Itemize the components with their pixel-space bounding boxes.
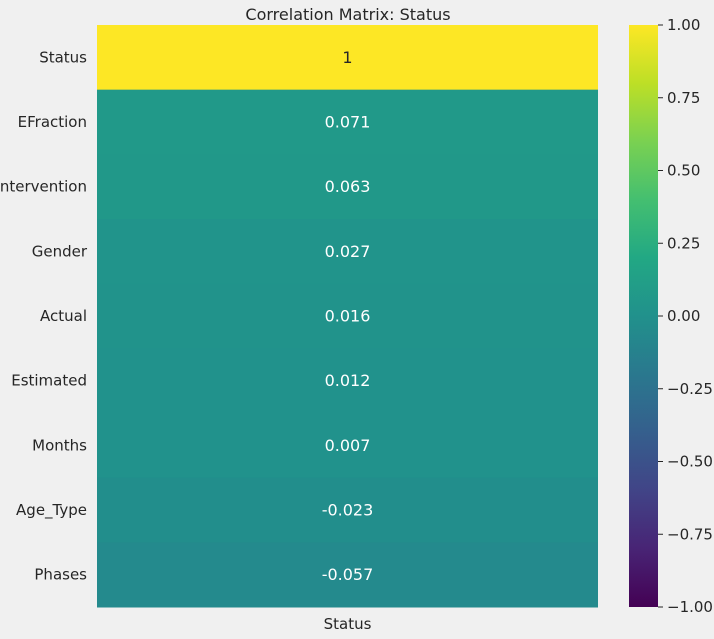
colorbar-tick-label: 0.25 bbox=[667, 234, 700, 252]
cell-value-label: 0.027 bbox=[325, 242, 371, 261]
heatmap-cell-estimated bbox=[97, 348, 598, 414]
cell-value-label: 0.071 bbox=[325, 113, 371, 132]
colorbar-ticks: 1.00 0.75 0.50 0.25 0.00 −0.25 −0.50 −0.75 −1.00 bbox=[658, 16, 713, 616]
cell-value-label: 0.012 bbox=[325, 371, 371, 390]
chart-title: Correlation Matrix: Status bbox=[245, 5, 450, 24]
heatmap-cell-actual bbox=[97, 283, 598, 349]
row-label: Intervention bbox=[0, 178, 87, 196]
cell-value-label: 0.007 bbox=[325, 436, 371, 455]
colorbar-tick-label: −1.00 bbox=[667, 598, 713, 616]
heatmap-cell-gender bbox=[97, 219, 598, 285]
heatmap-cell-intervention bbox=[97, 154, 598, 220]
cell-value-label: -0.023 bbox=[322, 501, 374, 520]
heatmap-cell-phases bbox=[97, 542, 598, 608]
row-label: Months bbox=[32, 436, 87, 454]
row-label: Phases bbox=[34, 566, 87, 584]
row-label: Actual bbox=[40, 307, 87, 325]
cell-value-label: 1 bbox=[342, 48, 352, 67]
colorbar-tick-label: −0.50 bbox=[667, 453, 713, 471]
row-label: Gender bbox=[32, 242, 88, 260]
row-label: Status bbox=[39, 48, 87, 66]
heatmap-cell-efraction bbox=[97, 89, 598, 155]
column-label: Status bbox=[324, 615, 372, 633]
colorbar-tick-label: 1.00 bbox=[667, 16, 700, 34]
row-labels: Status EFraction Intervention Gender Actual E… bbox=[0, 48, 88, 583]
cell-value-label: 0.063 bbox=[325, 177, 371, 196]
column-labels: Status bbox=[324, 615, 372, 633]
cell-value-label: -0.057 bbox=[322, 565, 374, 584]
heatmap-cell-months bbox=[97, 413, 598, 479]
colorbar-tick-label: 0.50 bbox=[667, 162, 700, 180]
colorbar-tick-label: −0.75 bbox=[667, 525, 713, 543]
colorbar-tick-label: −0.25 bbox=[667, 380, 713, 398]
row-label: EFraction bbox=[18, 113, 87, 131]
heatmap-cell-age-type bbox=[97, 477, 598, 543]
colorbar-tick-label: 0.75 bbox=[667, 89, 700, 107]
heatmap-cells: 1 0.071 0.063 0.027 0.016 0.012 0.007 -0.023 -0.… bbox=[97, 25, 598, 608]
row-label: Estimated bbox=[11, 372, 87, 390]
heatmap-cell-status bbox=[97, 25, 598, 91]
row-label: Age_Type bbox=[16, 501, 87, 520]
colorbar-tick-label: 0.00 bbox=[667, 307, 700, 325]
colorbar bbox=[629, 25, 658, 607]
cell-value-label: 0.016 bbox=[325, 307, 371, 326]
